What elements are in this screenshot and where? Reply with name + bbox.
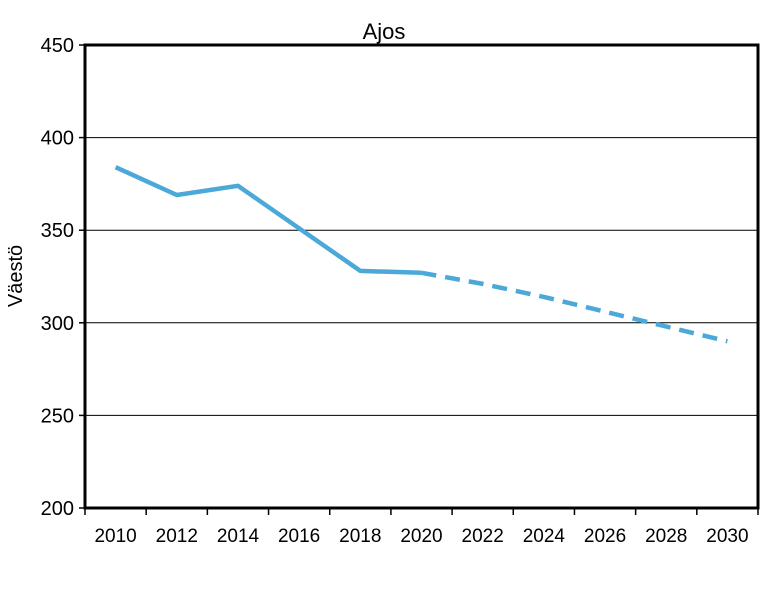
x-tick-label: 2022	[462, 526, 504, 547]
chart-title: Ajos	[363, 19, 406, 44]
x-tick-label: 2028	[645, 526, 687, 547]
series-layer	[114, 165, 728, 344]
x-tick-label: 2016	[278, 526, 320, 547]
x-tick-label: 2020	[400, 526, 442, 547]
y-tick-label: 200	[41, 498, 74, 520]
y-tick-label: 250	[41, 405, 74, 427]
x-tick-label: 2010	[94, 526, 136, 547]
y-tick-label: 300	[41, 313, 74, 335]
x-tick-label: 2018	[339, 526, 381, 547]
x-tick-label: 2012	[156, 526, 198, 547]
x-axis: 2010 2012 2014 2016 2018 2020 2022 2024 2026 2028…	[84, 508, 759, 547]
actual-line	[114, 165, 422, 276]
y-axis: 200 250 300 350 400 450	[41, 35, 85, 520]
y-tick-label: 400	[41, 128, 74, 150]
x-tick-label: 2030	[706, 526, 748, 547]
gridlines	[85, 137, 758, 416]
y-tick-label: 350	[41, 220, 74, 242]
y-tick-label: 450	[41, 35, 74, 57]
x-tick-label: 2014	[217, 526, 260, 547]
plot-frame	[83, 43, 760, 510]
y-axis-label: Väestö	[5, 245, 27, 307]
x-tick-label: 2024	[523, 526, 566, 547]
x-tick-label: 2026	[584, 526, 626, 547]
forecast-line	[421, 270, 728, 344]
